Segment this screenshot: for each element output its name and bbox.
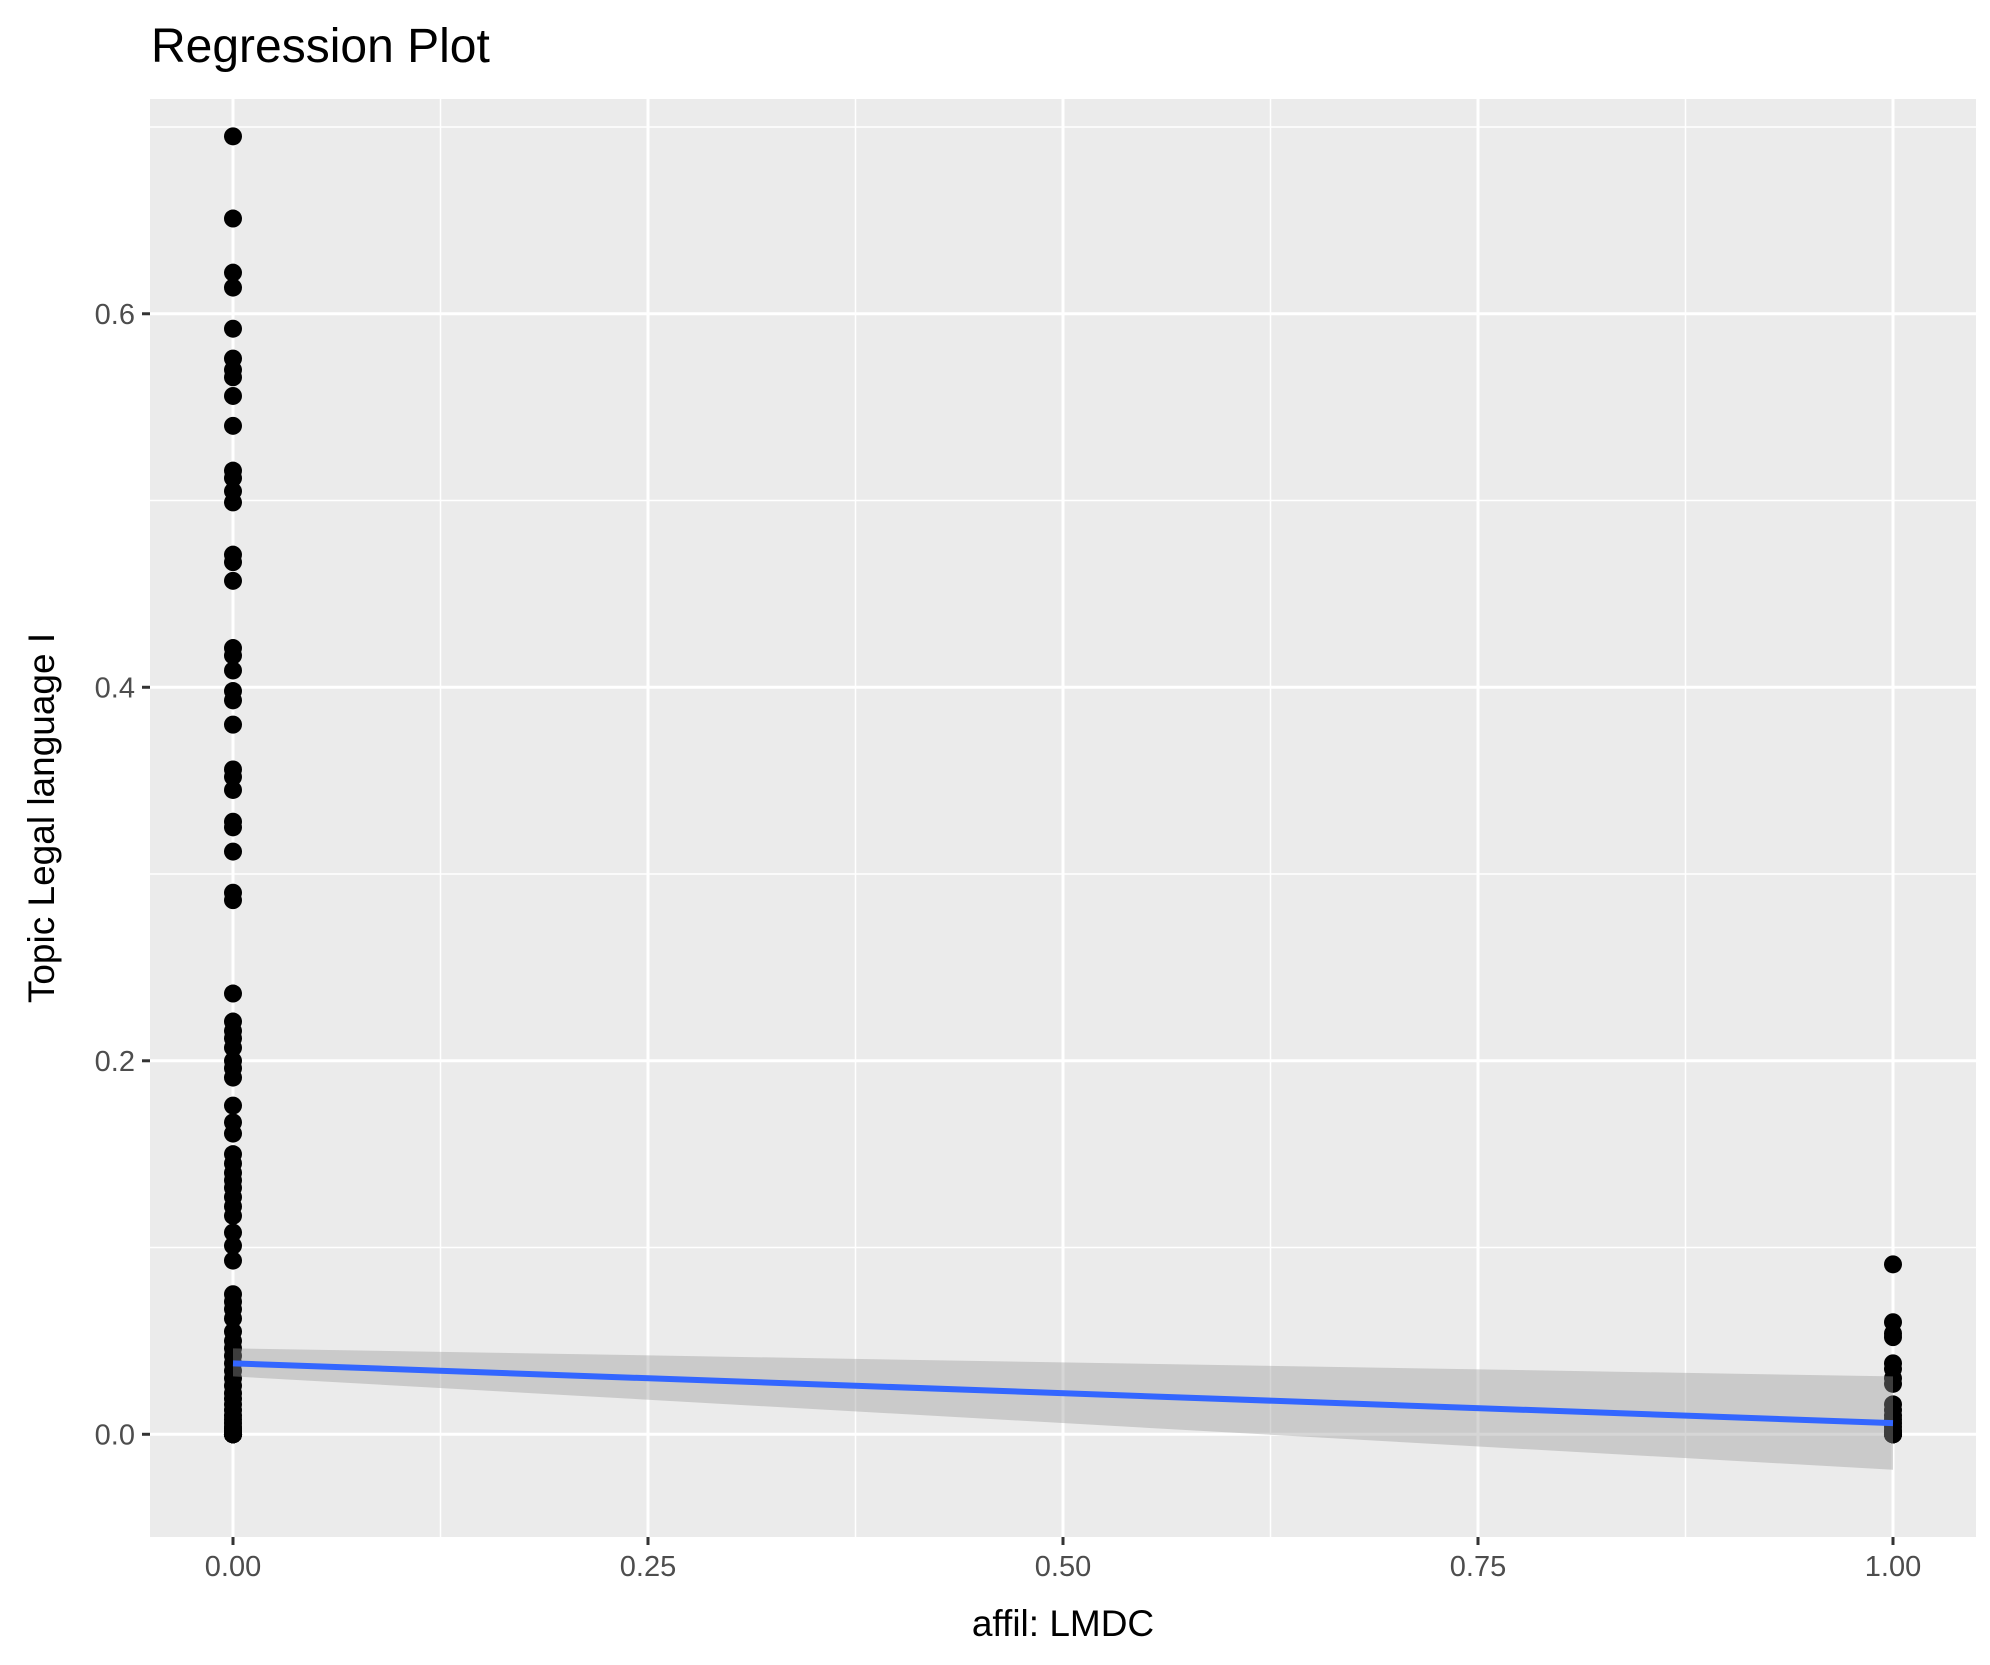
data-point: [224, 1206, 242, 1225]
data-point: [224, 646, 242, 665]
data-point: [224, 1236, 242, 1255]
data-point: [224, 1309, 242, 1328]
data-point: [1884, 1374, 1902, 1393]
x-tick-label: 0.00: [205, 1551, 261, 1583]
y-axis-title: Topic Legal language I: [21, 633, 62, 1003]
data-point: [224, 818, 242, 837]
data-point: [224, 571, 242, 590]
data-point: [1884, 1425, 1902, 1444]
data-point: [224, 278, 242, 297]
data-point: [224, 1038, 242, 1057]
data-point: [224, 368, 242, 387]
data-point: [224, 1425, 242, 1444]
chart-title: Regression Plot: [151, 20, 490, 73]
y-tick-label: 0.0: [95, 1419, 135, 1451]
data-point: [224, 386, 242, 405]
data-point: [224, 984, 242, 1003]
data-point: [224, 469, 242, 488]
data-point: [1884, 1255, 1902, 1274]
data-point: [224, 416, 242, 435]
x-tick-label: 0.75: [1450, 1551, 1506, 1583]
data-point: [224, 661, 242, 680]
y-tick-label: 0.4: [95, 672, 135, 704]
data-points: [224, 127, 1902, 1444]
data-point: [224, 1251, 242, 1270]
data-point: [224, 209, 242, 228]
data-point: [224, 553, 242, 572]
data-point: [224, 842, 242, 861]
y-tick-label: 0.6: [95, 299, 135, 331]
data-point: [224, 715, 242, 734]
regression-line: [232, 1360, 1894, 1427]
data-point: [224, 1223, 242, 1242]
x-tick-label: 0.50: [1035, 1551, 1091, 1583]
x-axis: 0.00 0.25 0.50 0.75 1.00: [205, 1537, 1921, 1583]
data-point: [224, 767, 242, 786]
x-axis-title: affil: LMDC: [972, 1603, 1154, 1644]
data-point: [224, 1124, 242, 1143]
y-axis: 0.0 0.2 0.4 0.6: [95, 299, 150, 1451]
data-point: [224, 263, 242, 282]
y-tick-label: 0.2: [95, 1046, 135, 1078]
data-point: [224, 1096, 242, 1115]
data-point: [224, 493, 242, 512]
data-point: [224, 127, 242, 146]
data-point: [224, 891, 242, 910]
data-point: [224, 691, 242, 710]
x-tick-label: 0.25: [620, 1551, 676, 1583]
data-point: [224, 780, 242, 799]
data-point: [1884, 1328, 1902, 1347]
data-point: [224, 1068, 242, 1087]
data-point: [224, 319, 242, 338]
x-tick-label: 1.00: [1865, 1551, 1921, 1583]
